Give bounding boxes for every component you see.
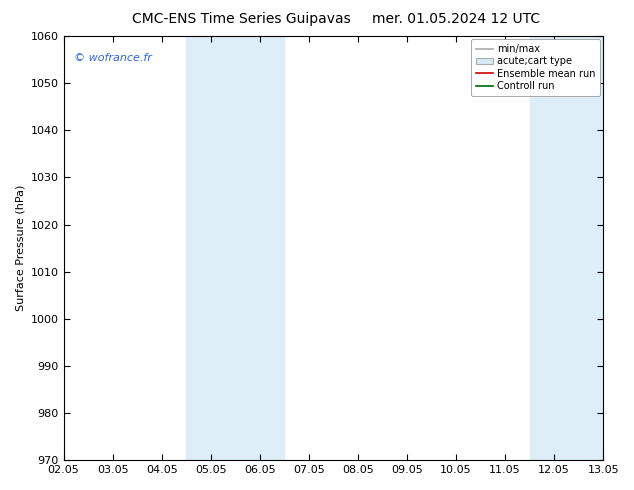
- Text: mer. 01.05.2024 12 UTC: mer. 01.05.2024 12 UTC: [372, 12, 541, 26]
- Text: © wofrance.fr: © wofrance.fr: [74, 53, 152, 63]
- Text: CMC-ENS Time Series Guipavas: CMC-ENS Time Series Guipavas: [131, 12, 351, 26]
- Y-axis label: Surface Pressure (hPa): Surface Pressure (hPa): [15, 185, 25, 311]
- Bar: [186, 36, 284, 460]
- Bar: [529, 36, 628, 460]
- Legend: min/max, acute;cart type, Ensemble mean run, Controll run: min/max, acute;cart type, Ensemble mean …: [470, 39, 600, 96]
